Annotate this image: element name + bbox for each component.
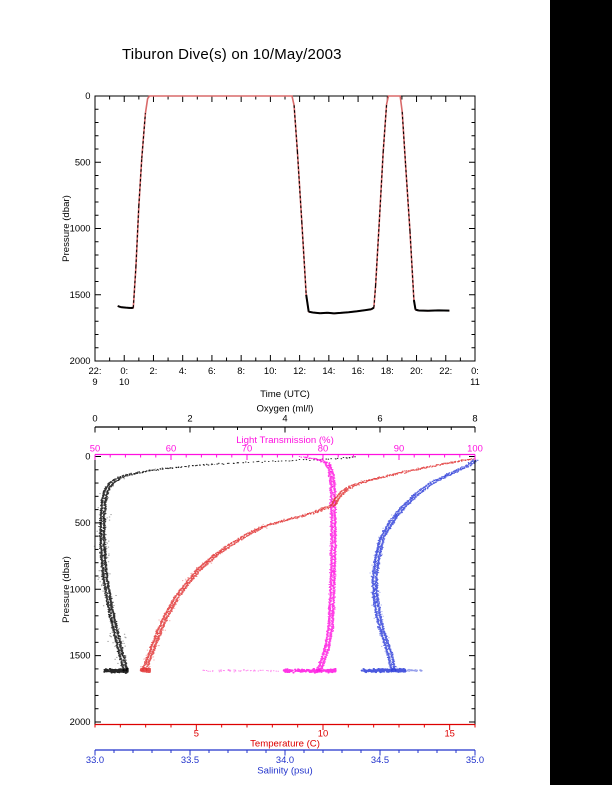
ctd-profiles-chart: 0 500 1000 1500 2000 Pressure (dbar) 0 2 4 6 8 Oxyg… [61,404,484,777]
pressure-axis-title: Pressure (dbar) [61,556,72,623]
oxygen-axis-title: Oxygen (ml/l) [256,404,313,415]
svg-text:34.0: 34.0 [276,754,294,765]
svg-text:0: 0 [85,451,90,462]
svg-text:500: 500 [75,517,91,528]
svg-text:0:: 0: [471,365,479,376]
time-axis-title: Time (UTC) [260,389,310,400]
svg-text:1000: 1000 [70,583,91,594]
light-transmission-profile-seafloor-spread [282,667,337,674]
svg-text:4: 4 [282,413,287,424]
svg-text:10:: 10: [264,365,277,376]
pressure-vs-time-black [132,104,415,308]
svg-text:8:: 8: [237,365,245,376]
svg-text:22:: 22: [88,365,101,376]
light-transmission-axis-title: Light Transmission (%) [236,435,334,446]
svg-text:10: 10 [119,376,129,387]
svg-text:1500: 1500 [70,650,91,661]
svg-text:70: 70 [242,443,252,454]
time-axis: 22: 0: 2: 4: 6: 8: 10: 12: 14: 16: 18: 20: 22: 0: 9 10 1… [88,96,480,400]
svg-text:14:: 14: [322,365,335,376]
oxygen-profile [93,456,356,674]
salinity-axis-title: Salinity (psu) [257,766,312,777]
svg-text:2000: 2000 [70,716,91,727]
svg-text:0: 0 [92,413,97,424]
svg-text:6:: 6: [208,365,216,376]
oxygen-axis: 0 2 4 6 8 Oxygen (ml/l) [92,404,478,433]
pressure-axis: 0 500 1000 1500 2000 Pressure (dbar) [61,90,475,366]
svg-text:50: 50 [90,443,100,454]
page-title: Tiburon Dive(s) on 10/May/2003 [122,46,342,63]
light-transmission-profile [202,455,338,674]
svg-text:60: 60 [166,443,176,454]
pressure-axis: 0 500 1000 1500 2000 Pressure (dbar) [61,451,476,727]
svg-text:90: 90 [394,443,404,454]
svg-text:6: 6 [377,413,382,424]
right-black-margin [550,0,612,785]
svg-text:35.0: 35.0 [466,754,484,765]
svg-text:15: 15 [444,728,454,739]
svg-text:2: 2 [187,413,192,424]
svg-text:22:: 22: [439,365,452,376]
svg-text:2:: 2: [150,365,158,376]
svg-text:34.5: 34.5 [371,754,389,765]
svg-text:80: 80 [318,443,328,454]
svg-text:9: 9 [92,376,97,387]
svg-text:11: 11 [470,376,480,387]
temperature-profile [139,458,476,674]
pressure-vs-time-black-bottom [117,294,450,315]
svg-text:12:: 12: [293,365,306,376]
svg-text:1000: 1000 [70,223,91,234]
svg-text:8: 8 [472,413,477,424]
svg-text:10: 10 [318,728,328,739]
salinity-axis: 33.0 33.5 34.0 34.5 35.0 Salinity (psu) [86,749,484,777]
svg-text:500: 500 [75,156,91,167]
temperature-axis-title: Temperature (C) [250,739,320,750]
temperature-axis: 5 10 15 Temperature (C) [94,723,476,750]
svg-text:0: 0 [85,90,90,101]
salinity-profile [360,459,479,674]
svg-text:4:: 4: [179,365,187,376]
svg-text:2000: 2000 [70,355,91,366]
svg-text:0:: 0: [120,365,128,376]
svg-text:5: 5 [194,728,199,739]
svg-text:16:: 16: [352,365,365,376]
oxygen-profile-seafloor-spread [103,667,129,674]
svg-text:33.5: 33.5 [181,754,199,765]
pressure-time-chart: 22: 0: 2: 4: 6: 8: 10: 12: 14: 16: 18: 20: 22: 0: 9 10 1… [61,90,480,400]
salinity-profile-seafloor-spread [360,667,407,674]
svg-text:1500: 1500 [70,289,91,300]
light-transmission-axis: 50 60 70 80 90 100 Light Transmission (%) [90,435,483,460]
svg-text:100: 100 [467,443,483,454]
svg-text:33.0: 33.0 [86,754,104,765]
temperature-profile-seafloor-spread [139,667,151,674]
pressure-axis-title: Pressure (dbar) [61,195,72,262]
svg-text:20:: 20: [410,365,423,376]
svg-text:18:: 18: [381,365,394,376]
pressure-vs-time-red [117,95,450,315]
